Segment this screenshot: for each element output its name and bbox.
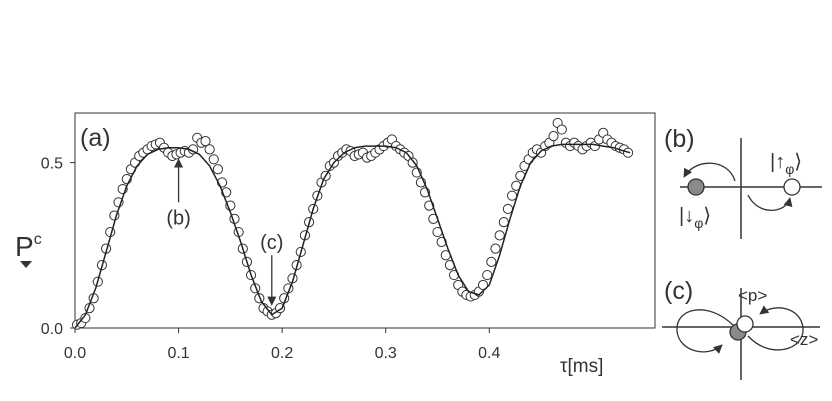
data-point [208, 154, 219, 165]
ket-down-symbol: |↓ [679, 205, 694, 227]
data-point [498, 217, 509, 228]
panel-label-a: (a) [80, 124, 111, 152]
inset-b: (b) |↑φ⟩ |↓φ⟩ [664, 125, 822, 239]
y-tick-label: 0.0 [41, 321, 63, 338]
data-point [502, 203, 514, 215]
y-axis-label-superscript: c [34, 231, 42, 248]
ket-up-label: |↑φ⟩ [770, 151, 802, 177]
ket-up-symbol: |↑ [770, 151, 785, 173]
panel-label-c: (c) [664, 277, 693, 305]
y-axis-label-arrow-icon [20, 261, 32, 268]
ket-up-close: ⟩ [794, 151, 802, 173]
x-tick-label: 0.1 [167, 345, 189, 362]
data-points [71, 117, 634, 330]
x-axis-label: τ[ms] [560, 356, 603, 377]
annotation-label: (b) [166, 207, 190, 229]
data-point [486, 256, 497, 267]
inset-b-upper-arc-arrow [683, 162, 736, 182]
fit-curve [74, 143, 631, 329]
data-point [548, 131, 559, 142]
x-ticks: 0.0 0.1 0.2 0.3 0.4 [64, 328, 501, 362]
data-point [204, 144, 215, 155]
annotation-label: (c) [260, 232, 283, 254]
y-axis-label: Pc [15, 231, 42, 262]
data-point [212, 164, 224, 175]
data-point [200, 136, 211, 147]
inset-c-left-loop-arrow [676, 309, 735, 354]
x-tick-label: 0.3 [375, 345, 397, 362]
ket-down-label: |↓φ⟩ [679, 205, 711, 231]
data-point [407, 157, 418, 168]
p-axis-label: <p> [738, 286, 767, 305]
inset-b-lower-arc-arrow [747, 194, 793, 211]
ket-down-subscript: φ [694, 215, 703, 231]
z-axis-label: <z> [790, 330, 818, 349]
inset-c-right-loop-arrow [747, 305, 804, 351]
inset-c: (c) <p> <z> [662, 277, 820, 380]
inset-b-filled-circle [687, 178, 705, 196]
data-point [556, 124, 567, 135]
main-chart: (a) 0.00.5 0.0 0.1 0.2 0.3 0.4 Pc τ[ms] (b)(… [15, 112, 656, 377]
plot-frame [74, 112, 656, 329]
data-point [506, 190, 518, 201]
panel-label-b: (b) [664, 125, 695, 153]
x-tick-label: 0.0 [64, 345, 86, 362]
ket-up-subscript: φ [785, 161, 794, 177]
ket-down-close: ⟩ [703, 205, 711, 227]
data-point [477, 279, 489, 291]
x-tick-label: 0.4 [478, 345, 500, 362]
inset-c-open-circle [736, 315, 754, 333]
y-tick-label: 0.5 [41, 156, 63, 173]
data-point [482, 269, 493, 281]
x-tick-label: 0.2 [271, 345, 293, 362]
y-ticks: 0.0 0.5 [41, 156, 75, 338]
annotations: (b) (c) [166, 158, 283, 306]
inset-b-open-circle [783, 178, 801, 196]
data-point [490, 243, 501, 254]
data-point [494, 230, 505, 241]
y-axis-label-base: P [15, 231, 34, 262]
